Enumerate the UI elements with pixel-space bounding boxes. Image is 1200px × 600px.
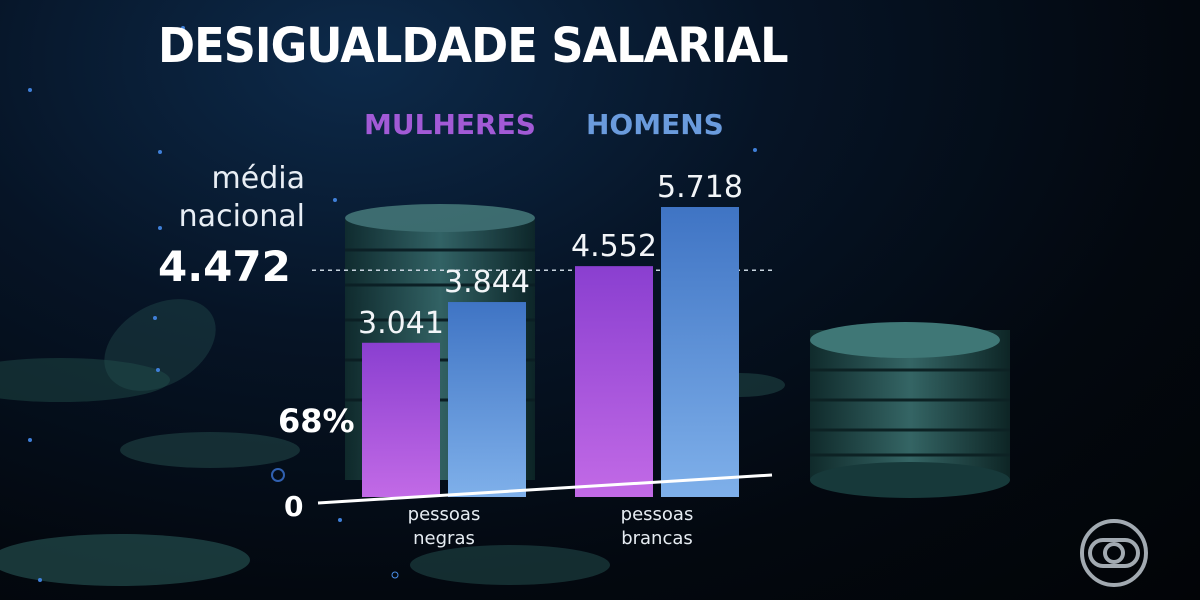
category-label: pessoas bbox=[621, 504, 694, 525]
reference-label-line-1: média bbox=[211, 161, 305, 196]
coin-shape bbox=[0, 358, 170, 402]
category-label: negras bbox=[413, 528, 475, 549]
coin-shape bbox=[0, 534, 250, 586]
coin-shape bbox=[104, 299, 216, 391]
bar-women-0 bbox=[362, 342, 440, 497]
data-label: 3.041 bbox=[358, 306, 444, 341]
bar-men-0 bbox=[448, 302, 526, 497]
x-axis-baseline bbox=[317, 473, 773, 505]
data-label: 5.718 bbox=[657, 170, 743, 205]
globo-logo-icon bbox=[1080, 519, 1148, 587]
particles bbox=[28, 26, 757, 582]
data-label: 4.552 bbox=[571, 229, 657, 264]
reference-line-label: média nacional bbox=[179, 160, 305, 236]
legend-men: HOMENS bbox=[586, 108, 724, 141]
coin-shape bbox=[120, 432, 300, 468]
bar-men-1 bbox=[661, 207, 739, 497]
category-label: brancas bbox=[621, 528, 693, 549]
category-label: pessoas bbox=[408, 504, 481, 525]
bar-women-1 bbox=[575, 266, 653, 497]
coin-shape bbox=[410, 545, 610, 585]
annotation-percentage: 68% bbox=[278, 402, 355, 440]
coin-stack-right bbox=[810, 322, 1010, 498]
axis-zero-label: 0 bbox=[284, 490, 304, 523]
legend-women: MULHERES bbox=[364, 108, 536, 141]
reference-label-line-2: nacional bbox=[178, 199, 305, 234]
reference-line-value: 4.472 bbox=[158, 242, 291, 291]
chart-title: DESIGUALDADE SALARIAL bbox=[158, 18, 789, 74]
data-label: 3.844 bbox=[444, 265, 530, 300]
